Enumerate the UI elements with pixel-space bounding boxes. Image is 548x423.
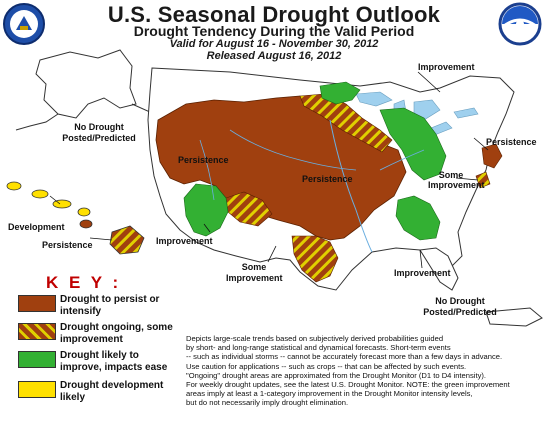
puerto-rico-outline: [485, 307, 543, 327]
label-improvement-southeast: Improvement: [394, 268, 451, 278]
note-line: by short- and long-range statistical and…: [186, 343, 451, 353]
key-swatch-develop: [18, 381, 56, 398]
label-some-improvement-east: Some Improvement: [428, 170, 485, 190]
key-swatch-persist: [18, 295, 56, 312]
label-persistence-central: Persistence: [302, 174, 353, 184]
commerce-seal-icon: [3, 3, 45, 45]
note-line: Use caution for applications -- such as …: [186, 361, 467, 371]
label-alaska-note: No Drought Posted/Predicted: [62, 122, 136, 143]
note-line: areas imply at least a 1-category improv…: [186, 389, 473, 399]
label-persistence-west: Persistence: [178, 155, 229, 165]
key-label-persist: Drought to persist or intensify: [60, 294, 160, 317]
label-improvement-southwest: Improvement: [156, 236, 213, 246]
label-some-improvement-south: Some Improvement: [226, 262, 283, 283]
label-leaders: [49, 71, 489, 269]
page-subtitle: Drought Tendency During the Valid Period: [133, 23, 415, 39]
key-label-improve: Drought likely to improve, impacts ease: [60, 350, 168, 373]
release-date: Released August 16, 2012: [206, 50, 342, 62]
key-swatch-some-improvement: [18, 323, 56, 340]
key-label-some-improvement: Drought ongoing, some improvement: [60, 322, 173, 345]
conus-map: [147, 67, 515, 291]
note-line: but do not necessarily imply drought eli…: [186, 398, 349, 408]
note-line: "Ongoing" drought areas are approximated…: [186, 370, 487, 380]
alaska-outline: [15, 49, 163, 131]
noaa-logo-icon: [498, 2, 542, 46]
label-hawaii-development: Development: [8, 222, 65, 232]
label-puerto-rico-note: No Drought Posted/Predicted: [423, 296, 497, 317]
valid-period: Valid for August 16 - November 30, 2012: [169, 38, 379, 50]
label-hawaii-persistence: Persistence: [42, 240, 93, 250]
label-persistence-east: Persistence: [486, 137, 537, 147]
note-line: Depicts large-scale trends based on subj…: [186, 334, 444, 343]
key-label-develop: Drought development likely: [60, 380, 164, 403]
note-line: -- such as individual storms -- cannot b…: [186, 352, 503, 362]
disclaimer-notes: Depicts large-scale trends based on subj…: [186, 334, 544, 408]
key-title: K E Y :: [46, 273, 122, 292]
label-improvement-north: Improvement: [418, 62, 475, 72]
page-title: U.S. Seasonal Drought Outlook: [107, 2, 441, 27]
note-line: For weekly drought updates, see the late…: [186, 380, 510, 390]
key-swatch-improve: [18, 351, 56, 368]
